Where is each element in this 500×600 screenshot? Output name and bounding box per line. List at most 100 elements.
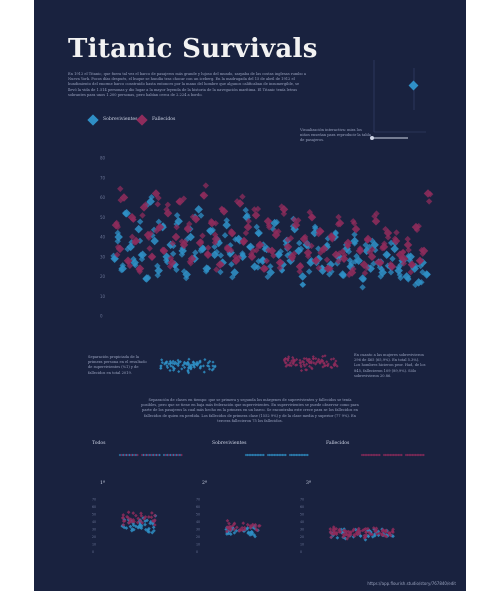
data-point	[326, 271, 333, 278]
data-point	[213, 266, 220, 273]
data-point	[370, 532, 374, 537]
section-label-deceased: Fallecidos	[326, 441, 350, 446]
data-point	[245, 217, 252, 225]
data-point	[335, 535, 340, 540]
page-title: Titanic Survivals	[68, 34, 318, 64]
y-tick-label: 30	[196, 528, 200, 532]
data-point	[126, 515, 130, 520]
data-point	[404, 235, 411, 243]
data-point	[287, 235, 295, 242]
data-point	[297, 245, 305, 252]
data-point	[186, 368, 190, 372]
row-marker	[133, 453, 136, 457]
data-point	[366, 526, 370, 531]
row-marker	[306, 453, 309, 457]
data-point	[383, 533, 387, 538]
main-scatter-chart: 0 10 20 30 40 50 60 70 80	[100, 156, 434, 319]
data-point	[153, 513, 157, 518]
class-label-3: 3ª	[306, 481, 312, 486]
data-point	[212, 220, 219, 227]
data-point	[124, 526, 129, 530]
data-point	[217, 268, 224, 276]
data-point	[351, 224, 361, 234]
data-point	[342, 533, 347, 538]
y-tick-label: 40	[92, 520, 96, 524]
y-tick-label: 50	[196, 513, 200, 517]
row-marker	[180, 453, 183, 457]
data-point	[139, 511, 143, 516]
data-point	[205, 244, 212, 251]
data-point	[199, 232, 206, 239]
data-point	[145, 234, 153, 241]
row-marker	[145, 453, 149, 457]
data-point	[153, 227, 160, 235]
row-marker	[170, 453, 174, 457]
y-tick-label: 70	[92, 498, 96, 502]
y-tick-label: 80	[100, 156, 106, 161]
data-point	[211, 360, 215, 364]
source-link[interactable]: https://app.flourish.studio/story/767840…	[367, 581, 456, 586]
data-point	[167, 263, 174, 270]
row-marker	[147, 453, 150, 457]
data-point	[251, 211, 261, 220]
class-3-chart: 0 10 20 30 40 50 60 70	[300, 498, 395, 554]
data-point	[321, 354, 325, 358]
row-marker	[422, 453, 425, 457]
data-point	[223, 217, 230, 224]
control-diamond-marker[interactable]	[408, 80, 419, 91]
deceased-strip-chart	[282, 354, 339, 373]
data-point	[298, 358, 302, 362]
y-tick-label: 40	[100, 235, 106, 240]
data-point	[146, 245, 153, 252]
data-point	[296, 239, 303, 247]
data-point	[277, 258, 284, 266]
data-point	[235, 525, 239, 530]
data-point	[134, 513, 138, 518]
data-point	[332, 357, 336, 361]
row-marker	[378, 453, 381, 457]
data-point	[131, 511, 136, 515]
row-marker	[131, 453, 135, 457]
data-point	[243, 222, 253, 232]
data-point	[280, 210, 288, 217]
y-tick-label: 20	[196, 535, 200, 539]
row-marker	[155, 453, 158, 457]
row-marker	[158, 453, 161, 457]
data-point	[134, 224, 143, 234]
data-point	[121, 523, 126, 527]
data-point	[186, 220, 193, 228]
data-point	[203, 358, 207, 362]
data-point	[290, 250, 298, 257]
data-point	[388, 531, 392, 535]
row-marker	[125, 453, 128, 457]
data-point	[197, 238, 205, 245]
y-tick-label: 0	[92, 550, 94, 554]
data-point	[180, 195, 188, 202]
data-point	[254, 205, 262, 213]
data-point	[142, 201, 149, 208]
row-marker	[143, 453, 147, 457]
data-point	[253, 522, 258, 527]
data-point	[202, 182, 209, 189]
data-point	[150, 511, 154, 515]
class-label-2: 2ª	[202, 481, 208, 486]
data-point	[194, 205, 203, 214]
row-marker	[255, 453, 259, 457]
data-point	[265, 222, 273, 229]
row-marker	[244, 453, 248, 457]
data-point	[389, 255, 396, 262]
y-tick-label: 10	[92, 543, 96, 547]
data-point	[263, 216, 273, 226]
row-marker	[128, 453, 131, 457]
interactive-control[interactable]	[364, 60, 434, 140]
data-point	[208, 217, 215, 225]
data-point	[187, 357, 191, 361]
y-tick-label: 70	[300, 498, 304, 502]
row-marker	[400, 453, 403, 457]
control-slider-handle[interactable]	[370, 136, 374, 140]
row-marker	[251, 453, 254, 457]
row-marker	[123, 453, 127, 457]
data-point	[229, 230, 236, 238]
data-point	[303, 248, 313, 258]
data-point	[248, 251, 255, 258]
